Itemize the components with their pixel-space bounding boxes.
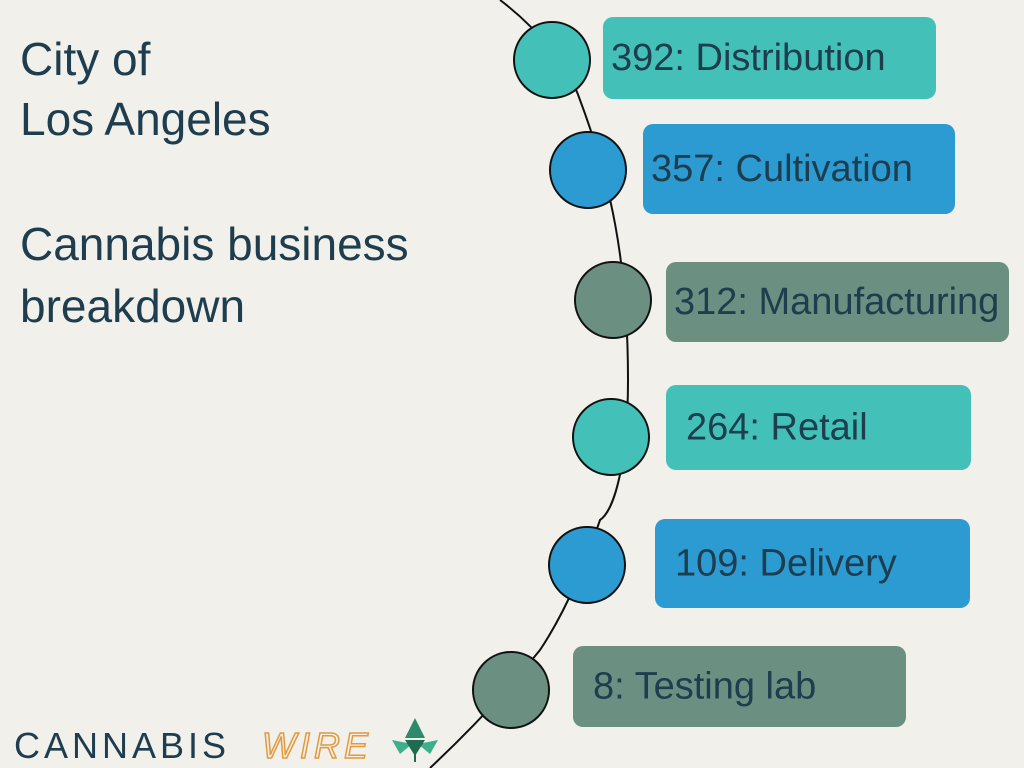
item-label: 312: Manufacturing xyxy=(674,281,999,323)
item-dot xyxy=(548,526,626,604)
item-dot xyxy=(549,131,627,209)
title-line: City of xyxy=(20,33,151,85)
item-label: 8: Testing lab xyxy=(593,666,816,708)
item-box xyxy=(573,646,906,727)
item-box xyxy=(666,385,971,470)
item-label: 392: Distribution xyxy=(611,37,886,79)
title-line: Los Angeles xyxy=(20,93,271,145)
item-label: 109: Delivery xyxy=(675,543,897,585)
item-box xyxy=(666,262,1009,342)
item-dot xyxy=(472,651,550,729)
item-label: 357: Cultivation xyxy=(651,148,913,190)
item-dot xyxy=(572,398,650,476)
item-label: 264: Retail xyxy=(686,407,868,449)
logo-second: WIRE xyxy=(262,725,372,766)
logo-leaf xyxy=(392,718,438,762)
item-dot xyxy=(513,21,591,99)
item-box xyxy=(655,519,970,608)
item-box xyxy=(643,124,955,214)
subtitle-line: Cannabis business xyxy=(20,218,409,270)
logo-first: CANNABIS xyxy=(14,725,230,766)
item-dot xyxy=(574,261,652,339)
item-box xyxy=(603,17,936,99)
item-list: 392: Distribution 357: Cultivation 312: Ma… xyxy=(472,17,1009,729)
subtitle-line: breakdown xyxy=(20,280,245,332)
